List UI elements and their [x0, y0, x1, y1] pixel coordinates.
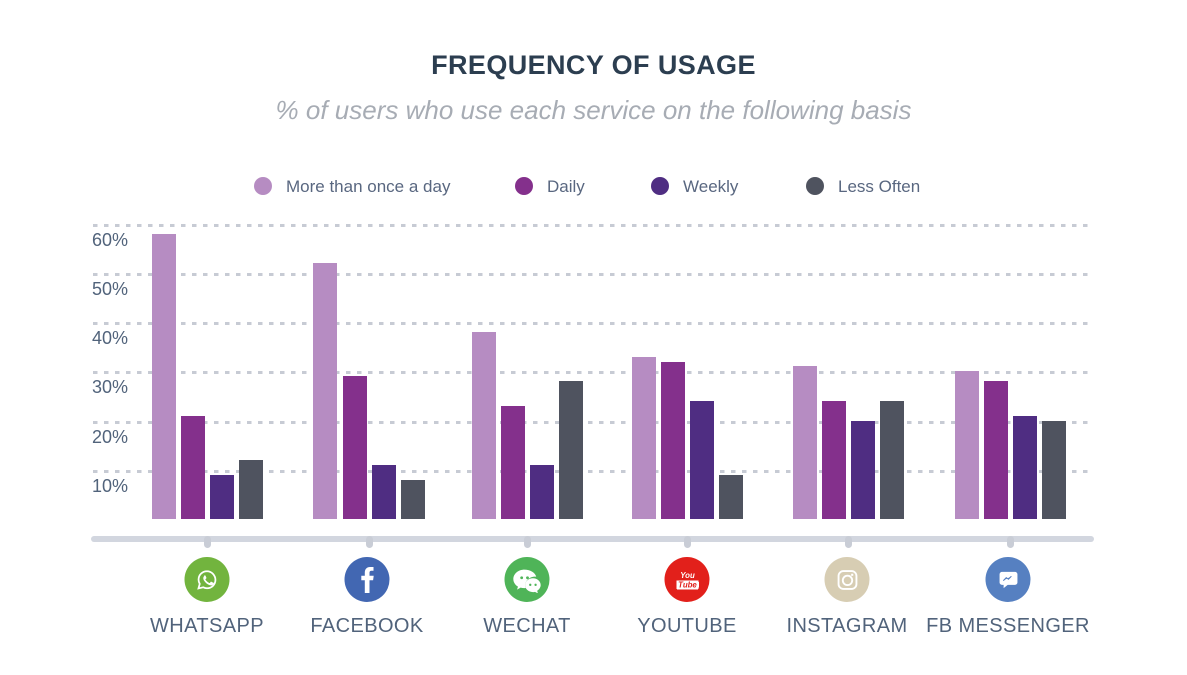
svg-text:You: You — [680, 570, 695, 579]
svg-text:Tube: Tube — [678, 580, 697, 589]
